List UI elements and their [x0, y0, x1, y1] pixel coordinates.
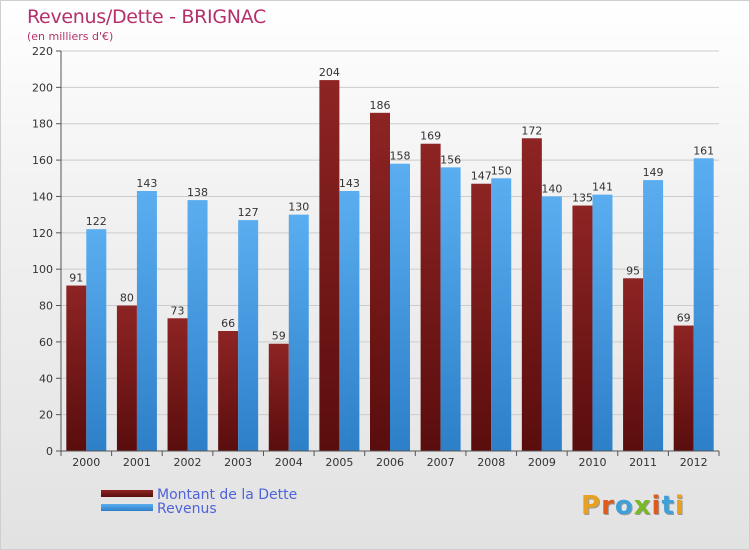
data-label-dette: 204: [319, 66, 340, 79]
bar-revenus: [187, 200, 208, 451]
x-tick-label: 2001: [123, 456, 151, 469]
y-tick-label: 200: [32, 81, 53, 94]
legend-swatch-dette: [101, 490, 153, 497]
x-tick-label: 2003: [224, 456, 252, 469]
x-tick-label: 2011: [629, 456, 657, 469]
axes: 0 20 40 60 80 100 120 140 160 180 200 220 2000 2001 20…: [32, 45, 720, 469]
data-label-dette: 95: [626, 264, 640, 277]
data-label-dette: 66: [221, 317, 235, 330]
y-tick-label: 40: [39, 372, 53, 385]
data-label-dette: 135: [572, 192, 593, 205]
bar-revenus: [440, 167, 461, 451]
y-tick-label: 20: [39, 409, 53, 422]
bar-dette: [471, 183, 492, 451]
bar-revenus: [592, 194, 613, 452]
y-tick-label: 140: [32, 190, 53, 203]
data-label-revenus: 156: [440, 153, 461, 166]
bar-revenus: [339, 191, 360, 451]
bar-revenus: [693, 158, 714, 452]
y-tick-label: 60: [39, 336, 53, 349]
bar-dette: [218, 331, 239, 451]
data-label-dette: 172: [521, 124, 542, 137]
data-label-revenus: 158: [390, 150, 411, 163]
bar-dette: [167, 318, 188, 451]
bar-dette: [420, 143, 441, 451]
data-label-dette: 80: [120, 292, 134, 305]
legend-label-dette: Montant de la Dette: [157, 487, 298, 503]
data-label-revenus: 138: [187, 186, 208, 199]
x-tick-label: 2008: [477, 456, 505, 469]
data-labels: 91 122 80 143 73 138 66 127 59 130 204 143 186 158 169…: [69, 66, 714, 343]
data-label-revenus: 143: [136, 177, 157, 190]
y-tick-label: 0: [46, 445, 53, 458]
x-tick-label: 2010: [578, 456, 606, 469]
bar-dette: [623, 278, 644, 451]
bar-revenus: [86, 229, 107, 451]
bar-dette: [268, 343, 289, 451]
data-label-dette: 169: [420, 130, 441, 143]
x-tick-label: 2000: [72, 456, 100, 469]
bar-revenus: [288, 214, 309, 451]
chart-title: Revenus/Dette - BRIGNAC: [27, 6, 267, 28]
x-tick-label: 2007: [427, 456, 455, 469]
y-tick-label: 180: [32, 118, 53, 131]
y-tick-label: 80: [39, 300, 53, 313]
legend-swatch-revenus: [101, 504, 153, 511]
bar-dette: [370, 112, 390, 452]
bar-dette: [319, 80, 340, 451]
data-label-dette: 59: [272, 330, 286, 343]
bar-dette: [66, 285, 87, 451]
data-label-revenus: 143: [339, 177, 360, 190]
y-tick-label: 120: [32, 227, 53, 240]
data-label-revenus: 149: [643, 166, 664, 179]
x-tick-label: 2004: [275, 456, 303, 469]
legend-label-revenus: Revenus: [157, 501, 217, 517]
data-label-dette: 147: [471, 170, 492, 183]
bar-dette: [116, 305, 137, 451]
proxiti-logo: Proxiti: [581, 491, 685, 521]
data-label-revenus: 150: [491, 164, 512, 177]
chart-subtitle: (en milliers d'€): [27, 30, 114, 43]
data-label-revenus: 122: [86, 215, 107, 228]
data-label-dette: 186: [370, 99, 391, 112]
bar-revenus: [390, 163, 410, 451]
x-tick-label: 2005: [325, 456, 353, 469]
bar-revenus: [238, 220, 259, 451]
y-tick-label: 160: [32, 154, 53, 167]
bar-revenus: [541, 196, 562, 451]
data-label-dette: 91: [69, 272, 83, 285]
data-label-dette: 69: [677, 312, 691, 325]
y-tick-label: 100: [32, 263, 53, 276]
bar-dette: [521, 138, 542, 452]
x-tick-label: 2006: [376, 456, 404, 469]
bar-dette: [572, 205, 593, 451]
data-label-revenus: 140: [541, 182, 562, 195]
y-tick-label: 220: [32, 45, 53, 58]
x-tick-label: 2009: [528, 456, 556, 469]
data-label-revenus: 127: [238, 206, 259, 219]
bars: [66, 80, 714, 452]
data-label-revenus: 161: [693, 144, 714, 157]
x-tick-label: 2002: [174, 456, 202, 469]
data-label-revenus: 141: [592, 181, 613, 194]
data-label-revenus: 130: [288, 201, 309, 214]
bar-revenus: [643, 180, 664, 451]
bar-dette: [673, 325, 694, 451]
x-tick-label: 2012: [680, 456, 708, 469]
data-label-dette: 73: [171, 304, 185, 317]
bar-revenus: [136, 191, 157, 451]
bar-revenus: [491, 178, 512, 452]
